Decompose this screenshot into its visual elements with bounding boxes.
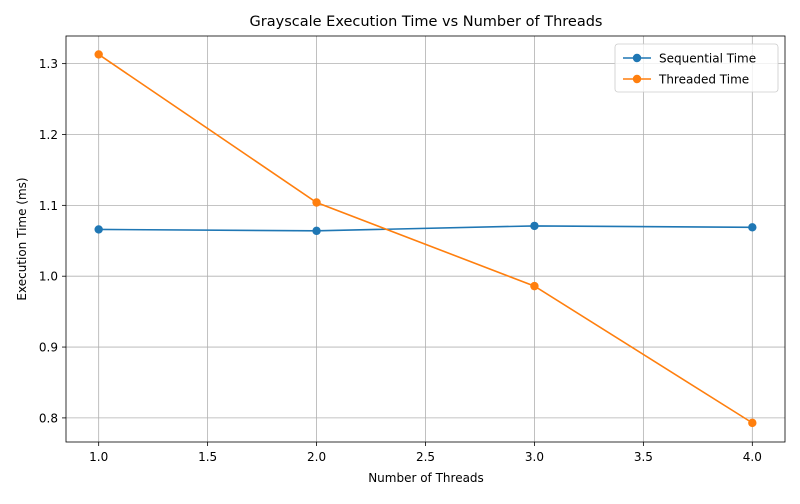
legend-swatch-marker <box>632 53 642 63</box>
legend-item: Threaded Time <box>623 73 749 87</box>
y-axis-label: Execution Time (ms) <box>15 177 29 300</box>
x-tick-label: 2.5 <box>416 450 435 464</box>
data-point <box>94 50 103 59</box>
y-tick-label: 1.1 <box>39 199 58 213</box>
y-tick-label: 1.3 <box>39 57 58 71</box>
x-tick-label: 3.0 <box>525 450 544 464</box>
y-tick-label: 1.2 <box>39 128 58 142</box>
legend-box <box>614 43 779 93</box>
series-layer <box>94 50 757 428</box>
data-point <box>530 281 539 291</box>
series-1 <box>94 50 757 428</box>
data-point <box>748 223 757 232</box>
plot-frame <box>65 35 786 443</box>
grid <box>66 36 785 442</box>
data-point <box>530 221 539 231</box>
x-tick-label: 1.0 <box>89 450 108 464</box>
y-tick-label: 0.8 <box>39 411 58 425</box>
x-tick-label: 2.0 <box>307 450 326 464</box>
axes: 1.0 1.5 2.0 2.5 3.0 3.5 4.0 0.8 0.9 1.0 1.1 1.2 1.3 <box>39 35 786 464</box>
legend-swatch-marker <box>632 74 642 84</box>
x-tick-label: 4.0 <box>743 450 762 464</box>
series-0 <box>94 221 757 236</box>
data-point <box>94 225 103 234</box>
data-point <box>312 198 321 207</box>
data-point <box>312 226 321 236</box>
legend-label: Sequential Time <box>659 52 756 66</box>
y-tick-label: 0.9 <box>39 341 58 355</box>
chart-title: Grayscale Execution Time vs Number of Th… <box>250 14 603 30</box>
x-axis-label: Number of Threads <box>368 471 484 485</box>
y-tick-label: 1.0 <box>39 270 58 284</box>
data-point <box>748 418 757 428</box>
legend-label: Threaded Time <box>658 73 749 87</box>
x-tick-label: 3.5 <box>634 450 653 464</box>
series-line <box>98 225 753 232</box>
x-tick-label: 1.5 <box>198 450 217 464</box>
series-line <box>98 53 753 424</box>
legend-item: Sequential Time <box>623 52 756 66</box>
legend: Sequential Time Threaded Time <box>614 43 779 93</box>
